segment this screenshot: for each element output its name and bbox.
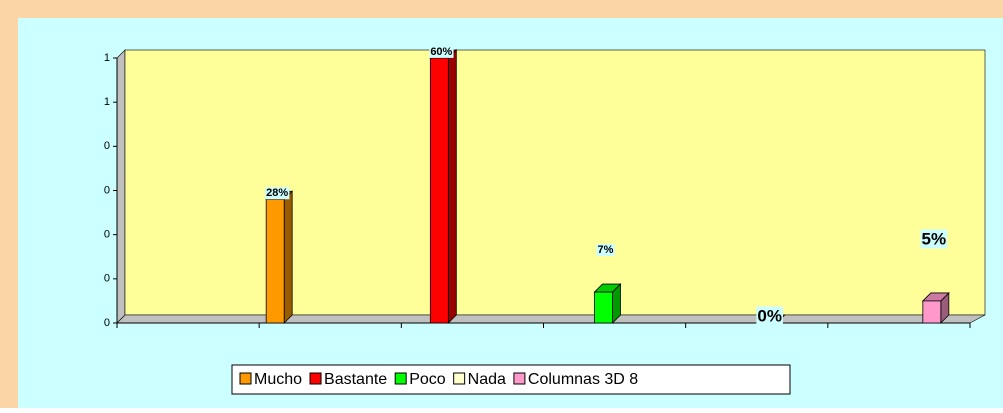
side-wall bbox=[116, 49, 126, 324]
data-label-bg bbox=[920, 229, 948, 249]
legend-swatch bbox=[394, 372, 407, 385]
data-label: 7% bbox=[598, 244, 614, 256]
bar bbox=[429, 57, 449, 324]
y-tick-label: 0 bbox=[104, 184, 110, 196]
legend-swatch bbox=[453, 372, 466, 385]
data-label: 28% bbox=[266, 187, 288, 199]
legend-label: Bastante bbox=[324, 371, 387, 388]
y-tick-label: 0 bbox=[104, 140, 110, 152]
legend-swatch bbox=[239, 372, 252, 385]
y-tick-label: 0 bbox=[104, 229, 110, 241]
legend-label: Poco bbox=[409, 371, 446, 388]
bar bbox=[594, 291, 613, 324]
y-tick-label: 0 bbox=[104, 317, 110, 329]
y-tick-label: 0 bbox=[104, 273, 110, 285]
y-tick-label: 1 bbox=[104, 52, 110, 64]
data-label-bg bbox=[265, 187, 290, 200]
data-label: 0% bbox=[757, 306, 782, 325]
data-label-bg bbox=[756, 306, 783, 326]
bar bbox=[922, 300, 942, 324]
data-label: 5% bbox=[922, 229, 947, 248]
data-label-bg bbox=[429, 45, 454, 58]
legend bbox=[231, 364, 791, 395]
legend-label: Columnas 3D 8 bbox=[528, 371, 638, 388]
bar bbox=[265, 198, 285, 324]
data-label-bg bbox=[596, 243, 615, 256]
back-wall bbox=[124, 49, 986, 316]
y-tick-label: 1 bbox=[104, 96, 110, 108]
legend-label: Nada bbox=[468, 371, 506, 388]
floor bbox=[116, 314, 986, 324]
bar-side bbox=[283, 190, 293, 324]
legend-label: Mucho bbox=[254, 371, 302, 388]
legend-swatch bbox=[513, 372, 526, 385]
data-label: 60% bbox=[430, 46, 452, 58]
bar-side bbox=[447, 49, 457, 324]
legend-swatch bbox=[309, 372, 322, 385]
